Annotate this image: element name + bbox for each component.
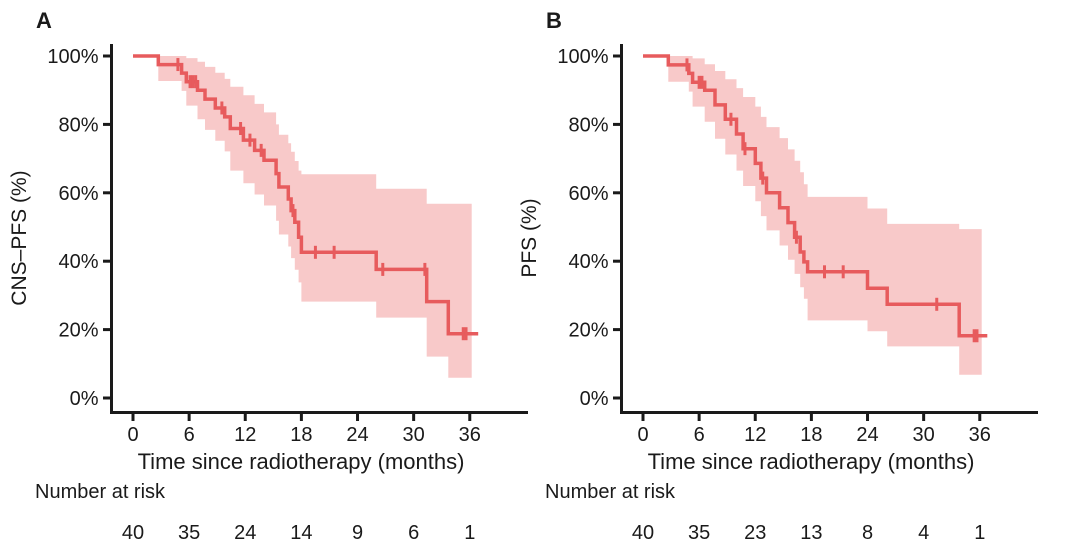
panel-b-x-tick-label: 18 — [800, 424, 822, 446]
panel-b-risk-count: 13 — [800, 522, 822, 544]
panel-a-x-tick-label: 30 — [403, 424, 425, 446]
panel-a-risk-count: 6 — [408, 522, 419, 544]
panel-b-y-tick-label: 80% — [568, 114, 608, 136]
panel-b-y-tick-label: 100% — [557, 46, 608, 68]
panel-a-risk-count: 9 — [352, 522, 363, 544]
panel-b-y-tick-label: 40% — [568, 251, 608, 273]
panel-a: 0% 20% 40% 60% 80% 100% 0 40 6 35 12 24 18 14 24 9 30 6 36… — [47, 44, 528, 544]
panel-b: 0% 20% 40% 60% 80% 100% 0 40 6 35 12 23 18 13 24 8 30 4 36… — [557, 44, 1038, 544]
panel-a-risk-count: 1 — [464, 522, 475, 544]
panel-b-risk-count: 1 — [974, 522, 985, 544]
panel-a-risk-count: 35 — [178, 522, 200, 544]
panel-b-x-tick-label: 0 — [637, 424, 648, 446]
panel-a-km-curve — [133, 54, 479, 336]
panel-a-x-tick-label: 18 — [290, 424, 312, 446]
panel-a-y-tick-label: 60% — [58, 183, 98, 205]
panel-a-y-tick-label: 100% — [47, 46, 98, 68]
panel-b-x-tick-label: 30 — [913, 424, 935, 446]
panel-b-risk-count: 4 — [918, 522, 929, 544]
panel-b-risk-count: 35 — [688, 522, 710, 544]
panel-a-x-tick-label: 6 — [184, 424, 195, 446]
panel-a-y-tick-label: 0% — [70, 388, 99, 410]
panel-a-y-tick-label: 20% — [58, 320, 98, 342]
panel-b-x-tick-label: 36 — [969, 424, 991, 446]
panel-b-risk-count: 23 — [744, 522, 766, 544]
panel-a-risk-count: 40 — [122, 522, 144, 544]
panel-b-y-tick-label: 0% — [580, 388, 609, 410]
panel-b-y-tick-label: 60% — [568, 183, 608, 205]
panel-a-x-tick-label: 24 — [346, 424, 368, 446]
panel-b-risk-count: 40 — [632, 522, 654, 544]
panel-a-y-tick-label: 80% — [58, 114, 98, 136]
panel-a-x-tick-label: 12 — [234, 424, 256, 446]
panel-b-x-tick-label: 24 — [856, 424, 878, 446]
panel-b-y-tick-label: 20% — [568, 320, 608, 342]
panel-a-risk-count: 24 — [234, 522, 256, 544]
panel-a-confidence-band — [158, 56, 472, 378]
panel-b-confidence-band — [668, 56, 982, 375]
panel-a-y-tick-label: 40% — [58, 251, 98, 273]
panel-b-x-tick-label: 6 — [694, 424, 705, 446]
panel-a-x-tick-label: 36 — [459, 424, 481, 446]
panel-a-x-tick-label: 0 — [127, 424, 138, 446]
panel-b-x-tick-label: 12 — [744, 424, 766, 446]
panel-b-risk-count: 8 — [862, 522, 873, 544]
panel-a-risk-count: 14 — [290, 522, 312, 544]
